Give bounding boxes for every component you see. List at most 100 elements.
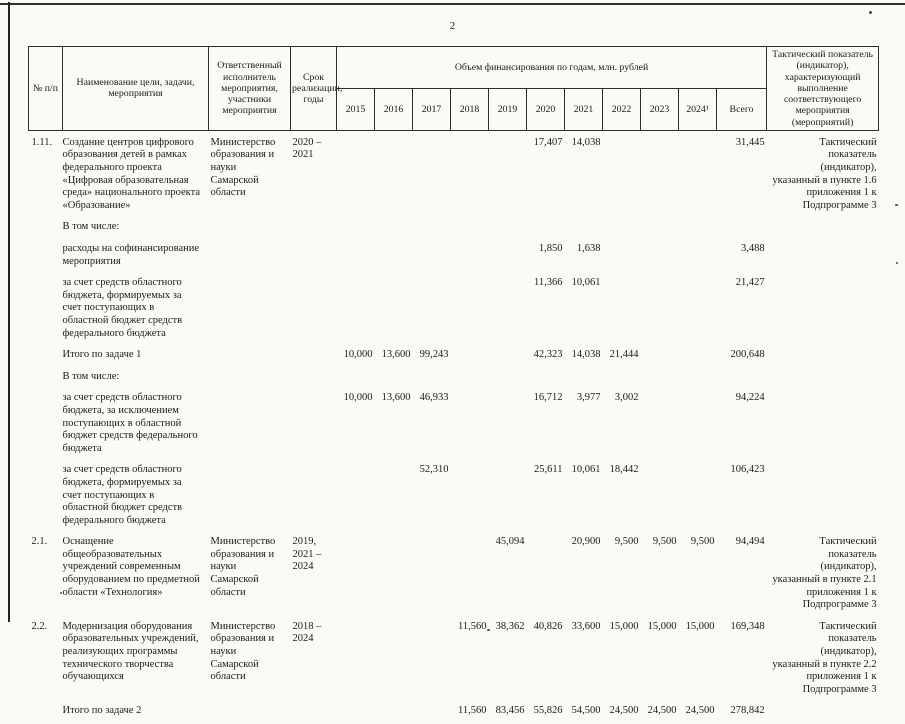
row-value: 9,500 [652, 536, 677, 548]
row-term: 2018 – 2024 [292, 620, 322, 645]
row-value [679, 240, 717, 274]
row-term [291, 702, 337, 724]
col-header-finance: Объем финансирования по годам, млн. рубл… [335, 46, 768, 89]
row-value [527, 218, 565, 240]
row-value [337, 702, 375, 724]
row-value [489, 218, 527, 240]
row-indicator [767, 240, 879, 274]
row-value [375, 274, 413, 346]
row-value: 16,712 [533, 392, 563, 404]
row-indicator: Тактический показатель (индикатор), указ… [772, 136, 877, 211]
row-value [337, 618, 375, 703]
year-header: 2015 [336, 87, 375, 131]
year-header: 2018 [450, 87, 489, 131]
row-value: 1,638 [576, 243, 601, 255]
row-value: 42,323 [533, 349, 563, 361]
row-indicator [767, 346, 879, 368]
year-header-row: 2015 2016 2017 2018 2019 2020 2021 2022 2023 2024… [29, 87, 879, 131]
row-name: Модернизация оборудования образовательны… [62, 620, 199, 683]
row-value [679, 130, 717, 218]
row-name: В том числе: [62, 370, 120, 382]
scan-speck [487, 629, 490, 631]
row-value [375, 218, 413, 240]
row-value: 15,000 [609, 620, 639, 632]
row-value [527, 368, 565, 390]
row-responsible [209, 368, 291, 390]
row-term [291, 274, 337, 346]
row-value [489, 130, 527, 218]
row-value [717, 368, 767, 390]
table-row: за счет средств областного бюджета, форм… [29, 274, 879, 346]
table-row: 2.1. Оснащение общеобразовательных учрежд… [29, 533, 879, 618]
table-header: № п/п Наименование цели, задачи, меропри… [28, 46, 880, 131]
col-header-name: Наименование цели, задачи, мероприятия [62, 46, 209, 131]
col-header-responsible: Ответственный исполнитель мероприятия, у… [208, 46, 291, 131]
row-value [451, 368, 489, 390]
row-value: 24,500 [609, 705, 639, 717]
row-value [375, 368, 413, 390]
row-value: 55,826 [533, 705, 563, 717]
scan-edge-left-line [8, 2, 10, 622]
col-header-term: Срок реализации, годы [290, 46, 342, 131]
table-row: В том числе: [29, 368, 879, 390]
row-value [337, 461, 375, 533]
row-value [641, 346, 679, 368]
row-value [337, 130, 375, 218]
row-term [291, 461, 337, 533]
row-name: за счет средств областного бюджета, форм… [62, 277, 183, 339]
row-value [641, 389, 679, 461]
row-value: 18,442 [609, 464, 639, 476]
row-value [413, 274, 451, 346]
row-value: 11,366 [534, 277, 563, 289]
row-value: 3,977 [576, 392, 601, 404]
row-value: 31,445 [735, 136, 765, 148]
row-name: Итого по задаче 2 [62, 705, 142, 717]
row-name: Создание центров цифрового образования д… [62, 136, 201, 211]
row-value: 21,444 [609, 349, 639, 361]
table-row: В том числе: [29, 218, 879, 240]
row-indicator: Тактический показатель (индикатор), указ… [772, 536, 877, 611]
row-value [489, 346, 527, 368]
table-row: Итого по задаче 1 10,000 13,600 99,243 42,32… [29, 346, 879, 368]
row-number [29, 389, 63, 461]
year-header: 2024¹ [678, 87, 717, 131]
row-number [29, 240, 63, 274]
row-value: 11,560 [458, 620, 487, 632]
row-value [489, 461, 527, 533]
row-responsible [209, 218, 291, 240]
row-value: 52,310 [419, 464, 449, 476]
row-value: 94,494 [735, 536, 765, 548]
row-value [413, 130, 451, 218]
row-value [603, 130, 641, 218]
row-number [29, 368, 63, 390]
scan-speck [895, 204, 898, 206]
row-value [337, 533, 375, 618]
row-value [679, 368, 717, 390]
row-value: 54,500 [571, 705, 601, 717]
row-responsible: Министерство образования и науки Самарск… [210, 620, 276, 683]
row-number: 2.1. [31, 536, 48, 548]
row-number [29, 702, 63, 724]
row-number [29, 274, 63, 346]
row-value [565, 218, 603, 240]
col-header-indicator: Тактический показатель (индикатор), хара… [766, 46, 880, 131]
row-value [413, 533, 451, 618]
row-responsible [209, 274, 291, 346]
row-value: 45,094 [495, 536, 525, 548]
row-value: 200,648 [730, 349, 765, 361]
year-header: 2021 [564, 87, 603, 131]
row-value: 13,600 [381, 392, 411, 404]
row-value: 21,427 [735, 277, 765, 289]
row-value [489, 274, 527, 346]
row-number [29, 346, 63, 368]
row-value [641, 368, 679, 390]
row-indicator [767, 702, 879, 724]
scan-speck [869, 11, 872, 14]
row-name: Оснащение общеобразовательных учреждений… [62, 536, 200, 598]
row-value [413, 368, 451, 390]
row-value [375, 240, 413, 274]
row-value [375, 702, 413, 724]
row-term [291, 368, 337, 390]
row-value [375, 461, 413, 533]
row-value: 33,600 [571, 620, 601, 632]
